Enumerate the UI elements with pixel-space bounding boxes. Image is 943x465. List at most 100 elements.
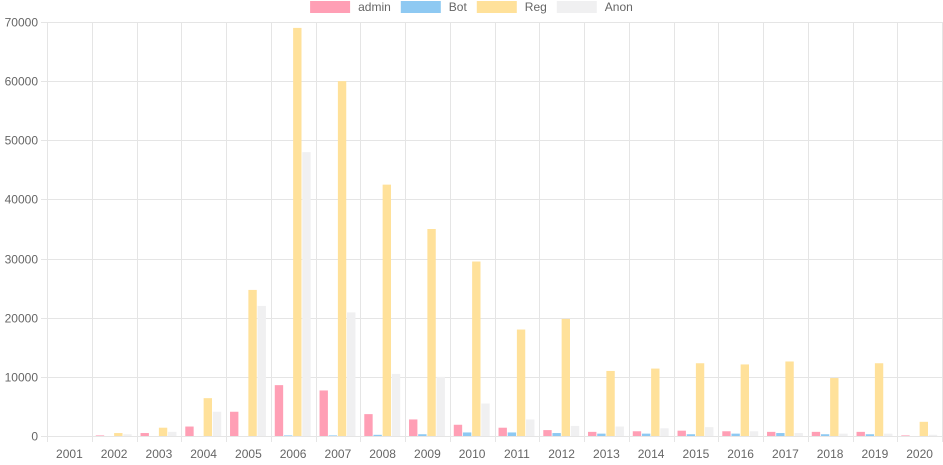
bar-admin-2014[interactable] [632,431,642,436]
y-tick-label: 40000 [5,193,39,207]
legend-item-admin[interactable]: admin [310,0,391,14]
x-tick-label: 2008 [369,447,396,461]
bar-bot-2016[interactable] [731,433,740,436]
bar-admin-2016[interactable] [722,431,731,436]
bar-anon-2014[interactable] [660,428,669,436]
bar-anon-2016[interactable] [749,431,759,436]
bar-anon-2008[interactable] [391,373,401,436]
legend-swatch [476,1,517,13]
bar-bot-2015[interactable] [686,434,696,436]
bar-admin-2017[interactable] [767,431,776,436]
bar-bot-2011[interactable] [507,432,517,436]
bar-anon-2019[interactable] [884,433,893,436]
bar-anon-2007[interactable] [347,312,356,436]
bar-admin-2008[interactable] [364,414,373,436]
x-tick-label: 2002 [101,447,128,461]
legend-label: Bot [449,0,468,14]
legend-item-bot[interactable]: Bot [400,0,468,14]
bar-reg-2005[interactable] [248,289,257,436]
y-tick-label: 20000 [5,312,39,326]
bar-admin-2002[interactable] [95,435,105,436]
bar-bot-2009[interactable] [418,434,427,436]
x-tick-label: 2020 [906,447,933,461]
bar-reg-2003[interactable] [158,427,168,436]
bar-reg-2018[interactable] [830,378,839,436]
bar-admin-2003[interactable] [140,433,149,436]
x-tick-label: 2012 [548,447,575,461]
bar-admin-2007[interactable] [319,390,328,436]
bar-admin-2005[interactable] [230,411,239,436]
bar-anon-2017[interactable] [794,433,803,436]
legend-label: Anon [605,0,633,14]
bar-anon-2010[interactable] [481,403,490,436]
grid-lines [41,22,943,442]
legend-swatch [310,1,351,13]
legend-item-anon[interactable]: Anon [556,0,633,14]
bar-reg-2006[interactable] [293,27,302,436]
bar-admin-2009[interactable] [409,419,418,436]
bar-admin-2013[interactable] [588,431,597,436]
bar-reg-2014[interactable] [651,368,660,436]
bar-reg-2020[interactable] [919,421,928,436]
bar-admin-2004[interactable] [185,426,194,436]
bar-admin-2020[interactable] [901,435,910,436]
bar-reg-2017[interactable] [785,361,794,436]
bar-bot-2013[interactable] [597,433,606,436]
bar-anon-2002[interactable] [123,434,132,436]
bar-reg-2019[interactable] [874,363,884,436]
bars [95,27,938,437]
bar-anon-2011[interactable] [526,419,535,436]
bar-bot-2008[interactable] [373,434,382,436]
bar-bot-2010[interactable] [462,432,472,436]
legend-label: admin [358,0,391,14]
bar-anon-2006[interactable] [302,152,311,437]
bar-reg-2008[interactable] [382,184,391,436]
bar-reg-2009[interactable] [427,229,436,436]
legend-swatch [556,1,597,13]
bar-bot-2012[interactable] [552,433,561,436]
bar-anon-2005[interactable] [257,305,266,436]
legend-label: Reg [525,0,547,14]
bar-admin-2006[interactable] [274,385,284,436]
bar-anon-2004[interactable] [212,411,222,436]
bar-bot-2007[interactable] [328,435,338,436]
legend-item-reg[interactable]: Reg [476,0,547,14]
bar-reg-2016[interactable] [740,364,749,436]
bar-reg-2002[interactable] [114,433,123,436]
bar-reg-2007[interactable] [337,81,347,436]
legend-swatch [400,1,441,13]
y-tick-label: 0 [31,430,38,444]
y-tick-label: 50000 [5,134,39,148]
bar-bot-2014[interactable] [641,433,651,436]
bar-admin-2010[interactable] [453,424,463,436]
bar-admin-2019[interactable] [856,431,865,436]
bar-admin-2011[interactable] [498,427,507,436]
bar-anon-2018[interactable] [839,433,848,436]
y-tick-label: 60000 [5,75,39,89]
bar-bot-2019[interactable] [865,434,875,436]
bar-anon-2009[interactable] [436,376,445,436]
bar-anon-2015[interactable] [705,427,714,436]
bar-reg-2015[interactable] [695,363,705,436]
bar-anon-2012[interactable] [570,425,580,436]
bar-reg-2013[interactable] [606,370,615,436]
bar-anon-2013[interactable] [615,426,624,436]
y-tick-label: 10000 [5,371,39,385]
bar-reg-2012[interactable] [561,318,570,436]
bar-reg-2010[interactable] [472,261,481,436]
bar-bot-2018[interactable] [820,434,830,436]
bar-admin-2012[interactable] [543,430,552,436]
x-tick-label: 2017 [772,447,799,461]
bar-anon-2003[interactable] [168,431,177,436]
bar-admin-2015[interactable] [677,430,686,436]
bar-reg-2004[interactable] [203,398,212,436]
bar-admin-2018[interactable] [811,431,821,436]
bar-anon-2020[interactable] [928,434,938,436]
bar-bot-2006[interactable] [283,435,293,436]
x-tick-label: 2010 [459,447,486,461]
x-tick-label: 2001 [56,447,83,461]
bar-bot-2017[interactable] [776,433,785,436]
bar-reg-2011[interactable] [516,329,526,436]
x-tick-label: 2011 [504,447,530,461]
